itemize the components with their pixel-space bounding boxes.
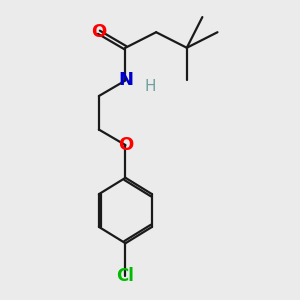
Text: O: O: [91, 23, 106, 41]
Text: Cl: Cl: [116, 267, 134, 285]
Text: O: O: [118, 136, 133, 154]
Text: H: H: [144, 79, 156, 94]
Text: N: N: [118, 71, 133, 89]
